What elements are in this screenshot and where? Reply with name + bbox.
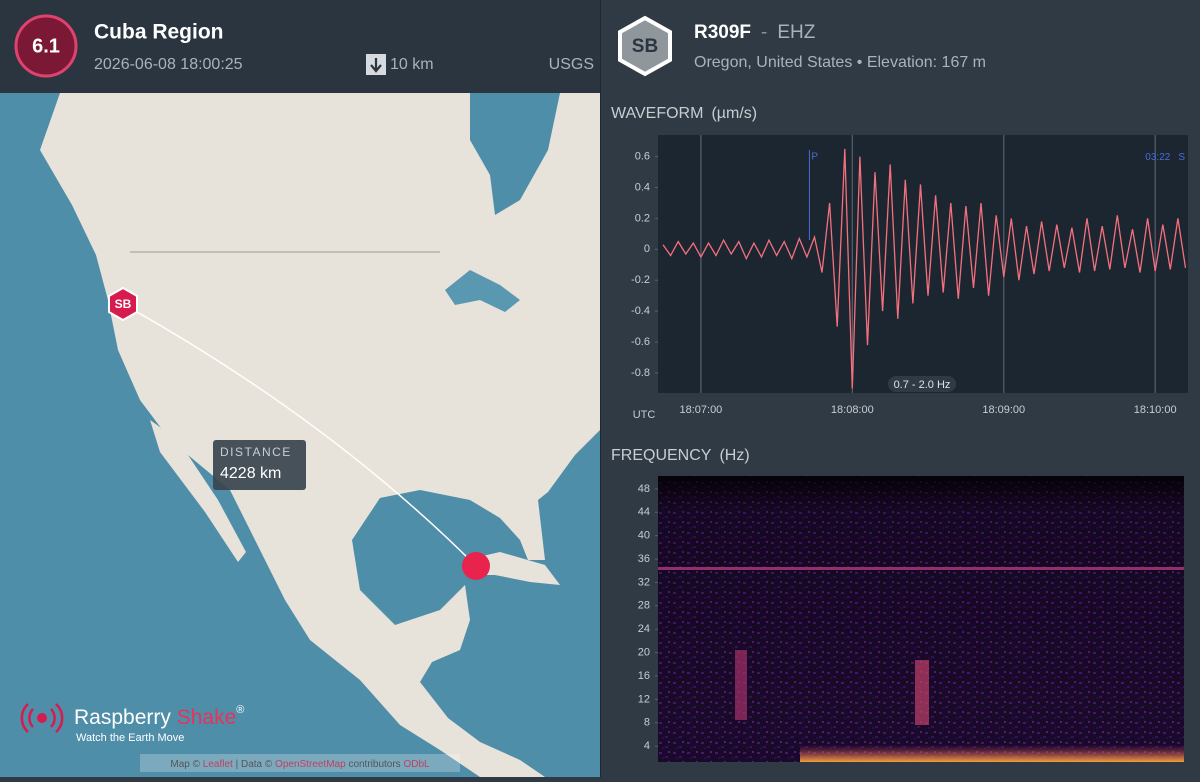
y-tick-label: 8 xyxy=(644,717,650,729)
logo-dot xyxy=(37,713,47,723)
waveform-plot xyxy=(658,135,1188,393)
event-time: 2026-06-08 18:00:25 xyxy=(94,56,243,73)
event-header xyxy=(0,0,600,93)
y-tick-label: 24 xyxy=(638,623,650,635)
distance-box xyxy=(213,440,306,490)
brand-second: Shake xyxy=(177,706,237,729)
y-tick-label: 36 xyxy=(638,553,650,565)
brand: Raspberry Shake® xyxy=(74,704,244,729)
attr-text: contributors xyxy=(348,759,400,770)
y-tick-label: 32 xyxy=(638,576,650,588)
chart-title: WAVEFORM xyxy=(611,105,703,122)
s-phase: S xyxy=(1178,152,1185,163)
logo xyxy=(20,703,64,733)
location: Oregon, United States xyxy=(694,54,852,71)
baja xyxy=(150,420,246,562)
y-tick-label: 12 xyxy=(638,693,650,705)
region: Cuba Region xyxy=(94,21,224,44)
y-tick-label: 40 xyxy=(638,530,650,542)
distance-label: DISTANCE xyxy=(220,445,292,459)
magnitude-badge xyxy=(14,14,78,78)
y-tick-label: 28 xyxy=(638,600,650,612)
station-badge-label: SB xyxy=(632,36,658,57)
x-tick-label: 18:09:00 xyxy=(982,404,1025,416)
distance: 4228 km xyxy=(220,465,281,482)
tagline: Watch the Earth Move xyxy=(76,732,184,744)
brand-mark: ® xyxy=(236,704,244,716)
depth-arrow xyxy=(370,58,382,73)
station-code: R309F xyxy=(694,22,751,43)
magnitude: 6.1 xyxy=(32,35,60,57)
source: USGS xyxy=(549,56,594,73)
y-tick-label: -0.2 xyxy=(631,274,650,286)
chart-unit: (µm/s) xyxy=(711,105,757,122)
chart-title: FREQUENCY xyxy=(611,447,712,464)
y-tick-label: 0 xyxy=(644,243,650,255)
land xyxy=(40,93,600,777)
s-label: 03:22 S xyxy=(1145,152,1185,163)
attr-link[interactable]: Leaflet xyxy=(203,759,233,770)
waveform-line xyxy=(662,148,1187,389)
spectrogram-burst xyxy=(735,650,747,720)
y-tick-label: 48 xyxy=(638,483,650,495)
y-tick-label: -0.4 xyxy=(631,305,650,317)
station-marker[interactable] xyxy=(108,286,138,322)
attribution-bar xyxy=(140,754,460,772)
y-tick-label: 20 xyxy=(638,647,650,659)
depth: 10 km xyxy=(390,56,434,73)
y-tick-label: 0.2 xyxy=(635,212,650,224)
spectrogram-low xyxy=(800,745,1184,762)
x-tick-label: 18:07:00 xyxy=(679,404,722,416)
map: SB DISTANCE 4228 km Raspberry Shake® Wat… xyxy=(0,93,600,777)
attr-text: | Data © xyxy=(236,759,273,770)
station-badge xyxy=(618,15,672,77)
p-label: P xyxy=(811,152,818,163)
y-tick-label: -0.6 xyxy=(631,336,650,348)
great-lakes xyxy=(445,270,520,312)
x-tick-label: 18:10:00 xyxy=(1134,404,1177,416)
spectrogram-burst xyxy=(915,660,929,725)
attr-text: Map © xyxy=(170,759,200,770)
frequency-title: FREQUENCY (Hz) xyxy=(611,447,750,464)
logo-waves xyxy=(20,703,64,733)
x-tick-label: 18:08:00 xyxy=(831,404,874,416)
spectrogram xyxy=(658,476,1184,762)
attr-link[interactable]: OpenStreetMap xyxy=(275,759,346,770)
x-axis-label: UTC xyxy=(633,409,656,421)
y-tick-label: 44 xyxy=(638,506,650,518)
bullet: • xyxy=(857,54,863,71)
station-marker-label: SB xyxy=(115,297,132,311)
y-tick-label: 0.6 xyxy=(635,151,650,163)
event-marker[interactable] xyxy=(462,552,490,580)
station-info: Oregon, United States • Elevation: 167 m xyxy=(694,54,986,71)
attribution: Map © Leaflet | Data © OpenStreetMap con… xyxy=(170,759,430,770)
y-tick-label: 4 xyxy=(644,740,650,752)
filter-label: 0.7 - 2.0 Hz xyxy=(894,379,951,391)
spectrogram-band xyxy=(658,567,1184,570)
station-title: R309F - EHZ xyxy=(694,22,816,43)
hudson-bay xyxy=(470,93,560,215)
separator: - xyxy=(761,22,767,43)
brand-first: Raspberry xyxy=(74,706,171,729)
waveform-title: WAVEFORM (µm/s) xyxy=(611,105,757,122)
y-tick-label: 16 xyxy=(638,670,650,682)
attr-link[interactable]: ODbL xyxy=(403,759,430,770)
distance-arc xyxy=(122,303,477,567)
filter-badge xyxy=(888,376,956,392)
chart-unit: (Hz) xyxy=(719,447,749,464)
channel: EHZ xyxy=(777,22,815,43)
y-tick-label: -0.8 xyxy=(631,367,650,379)
s-time: 03:22 xyxy=(1145,152,1170,163)
y-tick-label: 0.4 xyxy=(635,181,650,193)
elevation: Elevation: 167 m xyxy=(867,54,986,71)
